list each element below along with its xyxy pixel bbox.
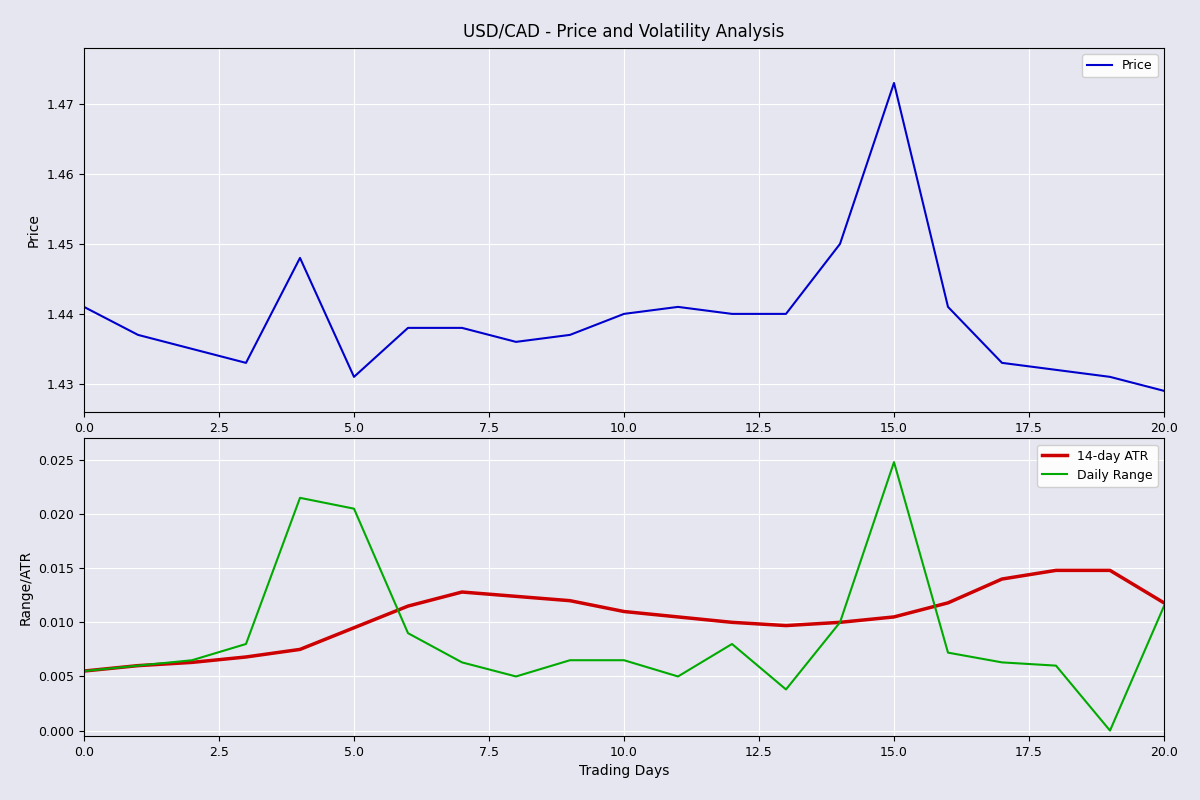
Daily Range bbox=[77, 666, 91, 676]
Daily Range bbox=[779, 685, 793, 694]
Price bbox=[239, 358, 253, 368]
14-day ATR bbox=[1049, 566, 1063, 575]
14-day ATR bbox=[401, 602, 415, 611]
Price bbox=[563, 330, 577, 340]
14-day ATR bbox=[995, 574, 1009, 584]
Daily Range bbox=[293, 493, 307, 502]
Daily Range bbox=[941, 648, 955, 658]
Price bbox=[1049, 365, 1063, 374]
Line: 14-day ATR: 14-day ATR bbox=[84, 570, 1164, 671]
Daily Range bbox=[887, 458, 901, 467]
Legend: 14-day ATR, Daily Range: 14-day ATR, Daily Range bbox=[1037, 445, 1158, 487]
14-day ATR bbox=[239, 652, 253, 662]
14-day ATR bbox=[671, 612, 685, 622]
Price bbox=[833, 239, 847, 249]
Daily Range bbox=[401, 628, 415, 638]
Daily Range bbox=[671, 672, 685, 682]
Price bbox=[725, 309, 739, 318]
Price bbox=[185, 344, 199, 354]
Price bbox=[617, 309, 631, 318]
Daily Range bbox=[1103, 726, 1117, 735]
14-day ATR bbox=[779, 621, 793, 630]
14-day ATR bbox=[1103, 566, 1117, 575]
Price bbox=[131, 330, 145, 340]
Price bbox=[887, 78, 901, 88]
X-axis label: Trading Days: Trading Days bbox=[578, 764, 670, 778]
Price bbox=[1103, 372, 1117, 382]
Daily Range bbox=[995, 658, 1009, 667]
Daily Range bbox=[563, 655, 577, 665]
Y-axis label: Price: Price bbox=[26, 213, 41, 247]
14-day ATR bbox=[617, 606, 631, 616]
Daily Range bbox=[833, 618, 847, 627]
Daily Range bbox=[1049, 661, 1063, 670]
Price bbox=[293, 253, 307, 262]
Y-axis label: Range/ATR: Range/ATR bbox=[19, 550, 32, 625]
Line: Daily Range: Daily Range bbox=[84, 462, 1164, 730]
Price bbox=[671, 302, 685, 312]
14-day ATR bbox=[77, 666, 91, 676]
14-day ATR bbox=[563, 596, 577, 606]
Daily Range bbox=[617, 655, 631, 665]
Price bbox=[509, 337, 523, 346]
14-day ATR bbox=[131, 661, 145, 670]
Price bbox=[455, 323, 469, 333]
Daily Range bbox=[239, 639, 253, 649]
Price bbox=[779, 309, 793, 318]
Daily Range bbox=[509, 672, 523, 682]
14-day ATR bbox=[725, 618, 739, 627]
Title: USD/CAD - Price and Volatility Analysis: USD/CAD - Price and Volatility Analysis bbox=[463, 23, 785, 41]
14-day ATR bbox=[347, 623, 361, 633]
Daily Range bbox=[725, 639, 739, 649]
14-day ATR bbox=[887, 612, 901, 622]
Daily Range bbox=[347, 504, 361, 514]
Price bbox=[1157, 386, 1171, 396]
14-day ATR bbox=[941, 598, 955, 608]
Line: Price: Price bbox=[84, 83, 1164, 391]
Legend: Price: Price bbox=[1082, 54, 1158, 78]
14-day ATR bbox=[455, 587, 469, 597]
14-day ATR bbox=[1157, 598, 1171, 608]
14-day ATR bbox=[833, 618, 847, 627]
Daily Range bbox=[131, 661, 145, 670]
Price bbox=[941, 302, 955, 312]
14-day ATR bbox=[185, 658, 199, 667]
Price bbox=[401, 323, 415, 333]
Daily Range bbox=[455, 658, 469, 667]
Price bbox=[995, 358, 1009, 368]
Daily Range bbox=[185, 655, 199, 665]
14-day ATR bbox=[293, 645, 307, 654]
Price bbox=[77, 302, 91, 312]
Daily Range bbox=[1157, 602, 1171, 611]
Price bbox=[347, 372, 361, 382]
14-day ATR bbox=[509, 591, 523, 601]
